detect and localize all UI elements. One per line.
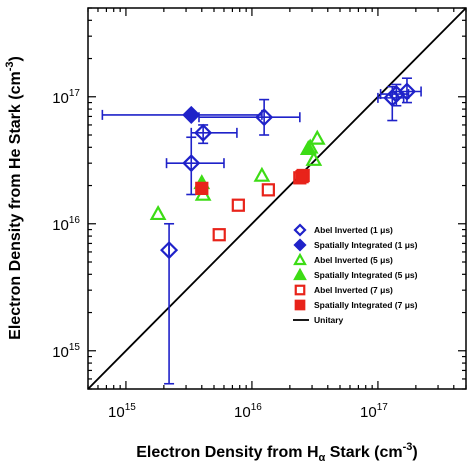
data-layer: [88, 8, 466, 389]
legend-label: Unitary: [314, 315, 344, 325]
legend-symbol: [293, 223, 307, 237]
data-point: [305, 150, 323, 166]
data-point: [383, 88, 402, 107]
data-point: [212, 228, 226, 242]
legend-label: Spatially Integrated (1 μs): [314, 240, 418, 250]
legend-label: Abel Inverted (7 μs): [314, 285, 393, 295]
data-point: [397, 82, 417, 101]
legend-label: Spatially Integrated (7 μs): [314, 300, 418, 310]
plot-frame: [87, 7, 467, 390]
data-point: [255, 108, 274, 127]
data-point: [231, 198, 245, 212]
legend-symbol: [294, 284, 306, 296]
data-point: [295, 170, 309, 184]
x-axis-title: Electron Density from Hα Stark (cm-3): [136, 441, 418, 464]
data-point: [308, 129, 326, 145]
data-point: [149, 204, 167, 221]
x-tick-label: 1017: [360, 402, 388, 421]
legend-label: Spatially Integrated (5 μs): [314, 270, 418, 280]
legend-symbol: [294, 299, 306, 311]
x-tick-label: 1016: [234, 402, 262, 421]
legend-symbol: [293, 238, 307, 252]
legend-label: Abel Inverted (5 μs): [314, 255, 393, 265]
legend-symbol: [293, 252, 307, 266]
y-tick-label: 1015: [52, 342, 80, 361]
data-point: [160, 241, 179, 260]
data-point: [253, 166, 271, 182]
data-point: [261, 183, 275, 197]
data-point: [194, 123, 213, 142]
data-point: [182, 105, 201, 124]
legend-label: Abel Inverted (1 μs): [314, 225, 393, 235]
data-point: [387, 85, 406, 104]
data-point: [182, 154, 201, 173]
y-tick-label: 1016: [52, 215, 80, 234]
data-point: [299, 139, 317, 156]
x-tick-label: 1015: [108, 402, 136, 421]
tick-layer: 1015 1016 1017 1015 1016 1017: [52, 7, 467, 421]
y-axis-title: Electron Density from He Stark (cm-3): [4, 56, 24, 340]
legend: Abel Inverted (1 μs) Spatially Integrated…: [293, 223, 418, 325]
y-tick-label: 1017: [52, 88, 80, 107]
legend-symbol: [293, 267, 307, 281]
unitary-line: [88, 8, 466, 389]
data-point: [195, 181, 209, 195]
